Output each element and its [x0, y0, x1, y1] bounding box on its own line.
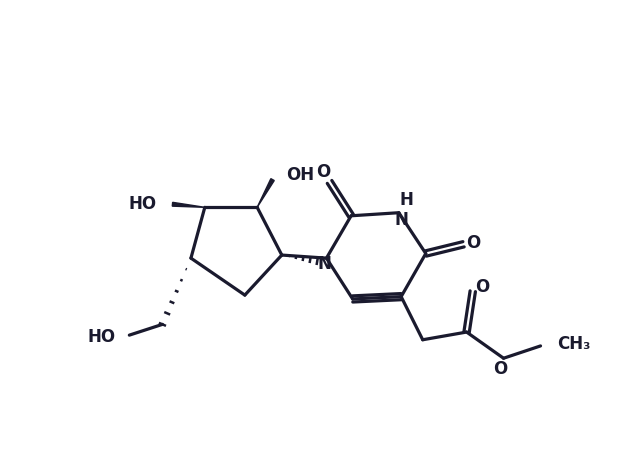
Text: O: O	[316, 163, 330, 181]
Text: N: N	[395, 212, 409, 229]
Text: O: O	[466, 234, 480, 252]
Polygon shape	[257, 179, 275, 207]
Polygon shape	[172, 202, 205, 207]
Text: HO: HO	[129, 195, 157, 213]
Text: O: O	[475, 278, 489, 296]
Text: OH: OH	[287, 166, 314, 184]
Text: N: N	[318, 255, 332, 273]
Text: CH₃: CH₃	[557, 336, 591, 353]
Text: O: O	[493, 360, 508, 378]
Text: HO: HO	[87, 328, 115, 345]
Text: H: H	[399, 191, 413, 210]
